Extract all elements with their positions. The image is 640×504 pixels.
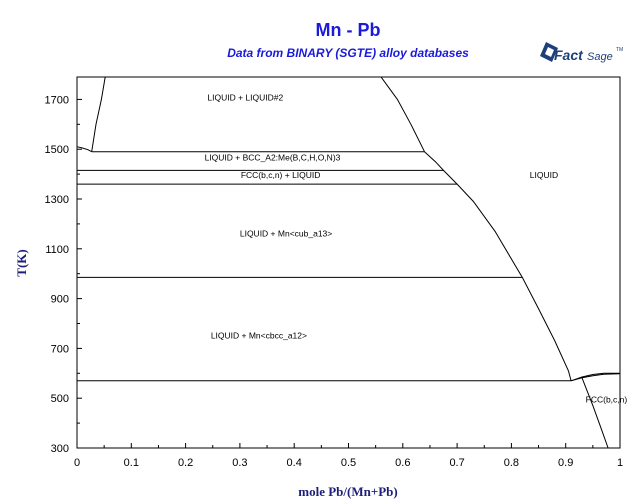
phase-boundary-fcc-solvus <box>581 377 609 449</box>
x-tick-label: 0.2 <box>178 457 193 469</box>
x-tick-label: 0.4 <box>287 457 302 469</box>
logo-text-sage: Sage <box>587 51 613 63</box>
y-axis-title: T(K) <box>14 249 29 276</box>
x-tick-label: 0 <box>74 457 80 469</box>
x-axis-title: mole Pb/(Mn+Pb) <box>298 484 397 499</box>
plot-area <box>76 76 621 449</box>
x-tick-label: 1 <box>617 457 623 469</box>
x-tick-label: 0.6 <box>395 457 410 469</box>
chart-subtitle: Data from BINARY (SGTE) alloy databases <box>227 46 469 60</box>
logo-text-fact: Fact <box>554 47 584 63</box>
phase-boundary-miscibility-gap-right <box>380 76 425 152</box>
x-tick-label: 0.3 <box>232 457 247 469</box>
factsage-logo-icon: Fact Sage TM <box>540 42 623 63</box>
x-tick-label: 0.8 <box>504 457 519 469</box>
phase-boundary-miscibility-gap-left-top <box>76 146 92 153</box>
phase-boundary-miscibility-gap-left <box>91 76 106 152</box>
y-tick-label: 900 <box>51 294 69 306</box>
x-tick-label: 0.1 <box>124 457 139 469</box>
y-tick-label: 1300 <box>45 194 69 206</box>
y-tick-label: 500 <box>51 393 69 405</box>
region-label: FCC(b,c,n) + LIQUID <box>241 170 321 180</box>
logo-trademark: TM <box>616 47 623 53</box>
region-label: LIQUID + LIQUID#2 <box>207 93 283 103</box>
y-tick-label: 300 <box>51 443 69 455</box>
x-axis: 0 0.1 0.2 0.3 0.4 0.5 0.6 0.7 0.8 0.9 1 <box>74 443 623 469</box>
x-tick-label: 0.5 <box>341 457 356 469</box>
phase-boundary-liquidus <box>424 151 572 381</box>
y-axis: 300 500 700 900 1100 1300 1500 1700 <box>45 94 82 455</box>
region-label: FCC(b,c,n) <box>586 395 628 405</box>
phase-boundary-fcc-upper <box>570 372 620 382</box>
y-tick-label: 1100 <box>45 244 69 256</box>
region-label: LIQUID + Mn<cub_a13> <box>240 228 332 238</box>
phase-boundaries <box>76 76 621 449</box>
logo-hexagon-inner-icon <box>545 47 554 57</box>
phase-boundary-fcc-lower <box>570 373 621 382</box>
region-label: LIQUID + BCC_A2:Me(B,C,H,O,N)3 <box>205 152 341 162</box>
y-tick-label: 700 <box>51 343 69 355</box>
region-label: LIQUID + Mn<cbcc_a12> <box>211 330 307 340</box>
region-labels: LIQUID + LIQUID#2 LIQUID + BCC_A2:Me(B,C,… <box>205 93 628 405</box>
chart-title: Mn - Pb <box>316 20 381 40</box>
region-label: LIQUID <box>530 170 558 180</box>
y-tick-label: 1500 <box>45 144 69 156</box>
x-tick-label: 0.9 <box>558 457 573 469</box>
x-tick-label: 0.7 <box>449 457 464 469</box>
y-tick-label: 1700 <box>45 94 69 106</box>
